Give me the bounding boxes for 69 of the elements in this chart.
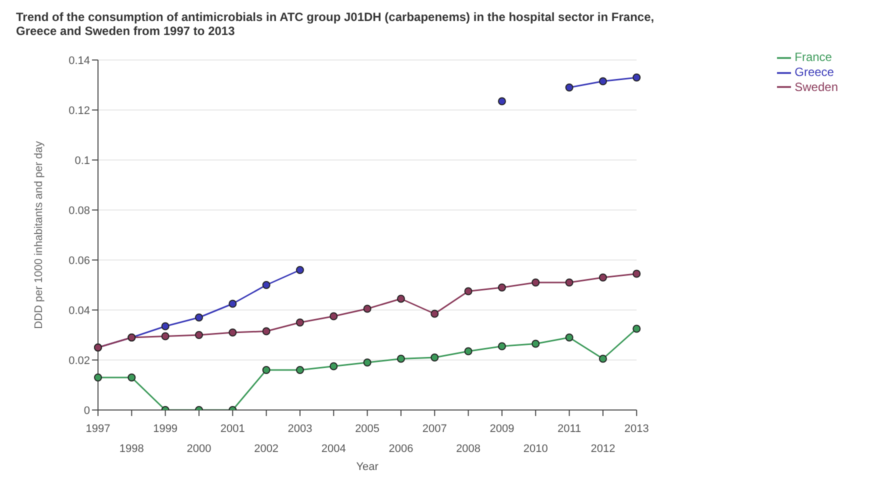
point	[565, 334, 574, 342]
point	[262, 366, 270, 374]
point	[330, 362, 338, 370]
y-tick-label: 0.06	[68, 254, 90, 267]
point	[296, 318, 304, 326]
point	[532, 340, 540, 348]
y-tick-label: 0.02	[68, 354, 90, 367]
y-axis-title: DDD per 1000 inhabitants and per day	[32, 140, 45, 329]
x-tick-label: 2007	[422, 423, 447, 435]
point	[94, 374, 102, 382]
point	[396, 294, 405, 303]
x-tick-label: 2005	[355, 423, 380, 435]
point	[363, 304, 372, 313]
point	[128, 374, 136, 382]
point	[598, 274, 607, 282]
x-tick-label: 2013	[624, 423, 649, 435]
point	[598, 77, 607, 86]
point	[330, 312, 338, 320]
point	[262, 281, 270, 289]
x-tick-label: 2002	[254, 443, 279, 455]
point	[464, 287, 472, 296]
x-tick-label: 1999	[153, 423, 178, 435]
point	[262, 327, 270, 336]
y-tick-label: 0.04	[68, 304, 90, 317]
point	[228, 300, 237, 308]
y-tick-label: 0.14	[68, 54, 90, 67]
y-tick-label: 0.1	[74, 154, 90, 167]
point	[194, 331, 203, 339]
point	[498, 342, 506, 350]
point	[396, 354, 405, 363]
point	[430, 310, 439, 318]
chart-title: Trend of the consumption of antimicrobials in ATC group J01DH (carbapenems) in the hospital sector in France, Greece and Sweden from 1997 to 2013	[15, 9, 656, 40]
y-tick-label: 0	[84, 404, 90, 417]
point	[632, 324, 641, 333]
y-tick-label: 0.08	[68, 204, 90, 217]
x-tick-label: 2011	[557, 423, 582, 435]
x-tick-label: 2006	[388, 443, 414, 455]
point	[464, 347, 472, 356]
x-axis-title: Year	[356, 461, 379, 473]
point	[296, 266, 304, 274]
y-tick-label: 0.12	[68, 104, 90, 117]
x-tick-label: 2008	[456, 443, 481, 455]
point	[228, 328, 237, 336]
point	[632, 270, 641, 278]
point	[430, 354, 439, 362]
x-tick-label: 2001	[220, 423, 245, 435]
point	[565, 278, 574, 286]
legend-label: France	[794, 50, 832, 64]
point	[565, 84, 574, 92]
point	[363, 358, 372, 366]
point	[498, 97, 506, 106]
x-tick-label: 2010	[523, 443, 548, 455]
x-tick-label: 1997	[86, 423, 110, 435]
x-tick-label: 2000	[186, 443, 212, 455]
point	[632, 74, 641, 82]
x-tick-label: 2009	[490, 423, 514, 435]
legend-label: Greece	[794, 64, 834, 79]
x-tick-label: 2012	[590, 443, 616, 455]
x-tick-label: 2004	[321, 443, 346, 455]
x-tick-label: 2003	[288, 423, 312, 435]
point	[598, 354, 607, 363]
point	[194, 314, 203, 322]
x-tick-label: 1998	[119, 443, 144, 455]
point	[161, 332, 170, 340]
legend-label: Sweden	[794, 80, 838, 94]
point	[498, 284, 506, 292]
point	[161, 322, 170, 330]
point	[296, 366, 304, 374]
point	[532, 278, 540, 286]
